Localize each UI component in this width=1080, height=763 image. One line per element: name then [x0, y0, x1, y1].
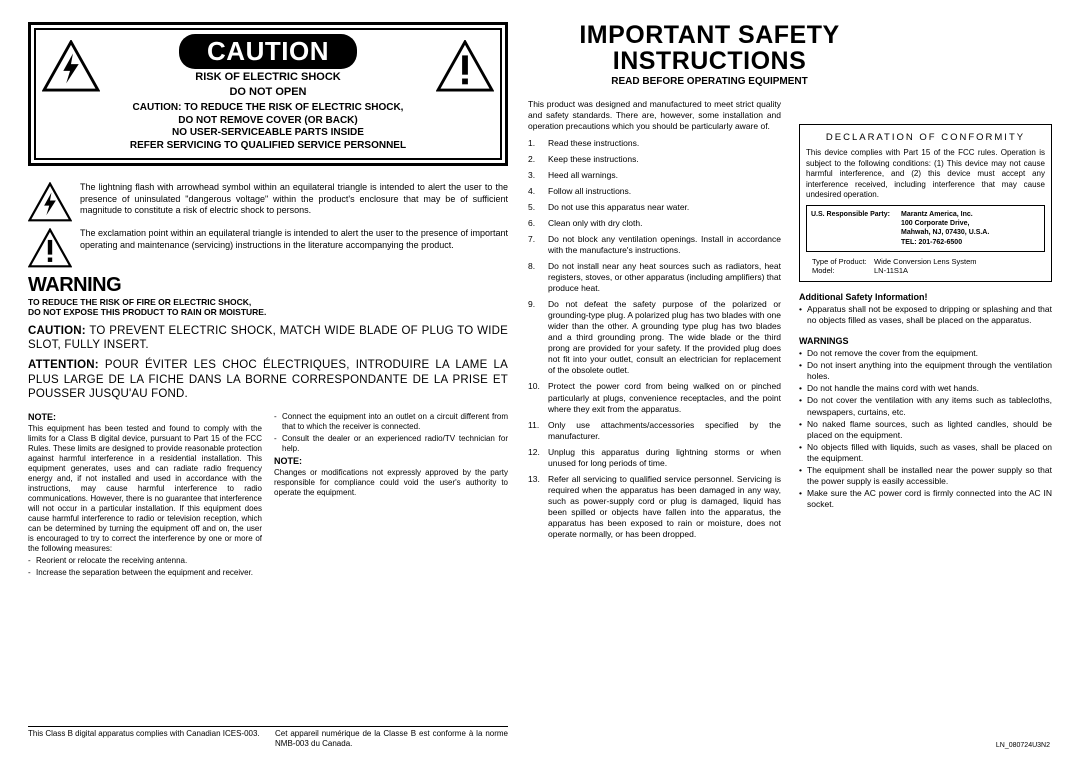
- list-item: Make sure the AC power cord is firmly co…: [799, 488, 1052, 510]
- party-label: U.S. Responsible Party:: [811, 210, 901, 246]
- note-left-h: NOTE:: [28, 412, 262, 423]
- divider: [28, 726, 508, 727]
- list-item: Apparatus shall not be exposed to drippi…: [799, 304, 1052, 326]
- list-item: Keep these instructions.: [528, 154, 781, 165]
- list-item: Increase the separation between the equi…: [28, 568, 262, 578]
- right-columns: IMPORTANT SAFETY INSTRUCTIONS READ BEFOR…: [528, 22, 1052, 749]
- declaration-box: DECLARATION OF CONFORMITY This device co…: [799, 124, 1052, 282]
- responsible-party-box: U.S. Responsible Party: Marantz America,…: [806, 205, 1045, 251]
- list-item: Only use attachments/accessories specifi…: [528, 420, 781, 442]
- list-item: No objects filled with liquids, such as …: [799, 442, 1052, 464]
- caution-body-l3: NO USER-SERVICEABLE PARTS INSIDE: [42, 127, 494, 140]
- list-item: Refer all servicing to qualified service…: [528, 474, 781, 540]
- list-item: Connect the equipment into an outlet on …: [274, 412, 508, 432]
- lightning-text: The lightning flash with arrowhead symbo…: [80, 182, 508, 222]
- additional-safety-heading: Additional Safety Information!: [799, 292, 1052, 302]
- far-column: DECLARATION OF CONFORMITY This device co…: [799, 22, 1052, 749]
- note-left-list: Reorient or relocate the receiving anten…: [28, 556, 262, 578]
- note-right: Connect the equipment into an outlet on …: [274, 410, 508, 720]
- list-item: Unplug this apparatus during lightning s…: [528, 447, 781, 469]
- party-addr2: Mahwah, NJ, 07430, U.S.A.: [901, 228, 1040, 237]
- list-item: Follow all instructions.: [528, 186, 781, 197]
- warning-sub2: DO NOT EXPOSE THIS PRODUCT TO RAIN OR MO…: [28, 307, 508, 317]
- note-columns: NOTE: This equipment has been tested and…: [28, 410, 508, 720]
- list-item: Do not defeat the safety purpose of the …: [528, 299, 781, 376]
- list-item: Do not remove the cover from the equipme…: [799, 348, 1052, 359]
- isi-intro: This product was designed and manufactur…: [528, 99, 781, 132]
- list-item: Do not use this apparatus near water.: [528, 202, 781, 213]
- party-tel: TEL: 201-762-6500: [901, 238, 1040, 247]
- list-item: Protect the power cord from being walked…: [528, 381, 781, 414]
- left-column: CAUTION RISK OF ELECTRIC SHOCK DO NOT OP…: [28, 22, 508, 749]
- declaration-heading: DECLARATION OF CONFORMITY: [806, 132, 1045, 144]
- warnings-heading: WARNINGS: [799, 336, 1052, 346]
- list-item: Do not insert anything into the equipmen…: [799, 360, 1052, 382]
- exclaim-text: The exclamation point within an equilate…: [80, 228, 508, 268]
- list-item: No naked flame sources, such as lighted …: [799, 419, 1052, 441]
- note-left-body: This equipment has been tested and found…: [28, 424, 262, 554]
- exclaim-explain: The exclamation point within an equilate…: [28, 228, 508, 268]
- list-item: Reorient or relocate the receiving anten…: [28, 556, 262, 566]
- party-addr1: 100 Corporate Drive,: [901, 219, 1040, 228]
- list-item: Consult the dealer or an experienced rad…: [274, 434, 508, 454]
- warning-heading: WARNING: [28, 274, 508, 297]
- caution-body-l1: CAUTION: TO REDUCE THE RISK OF ELECTRIC …: [42, 102, 494, 115]
- exclamation-triangle-icon: [436, 40, 494, 92]
- instruction-list: Read these instructions. Keep these inst…: [528, 138, 781, 540]
- caution-body-l4: REFER SERVICING TO QUALIFIED SERVICE PER…: [42, 140, 494, 153]
- caution-sub1: RISK OF ELECTRIC SHOCK: [106, 71, 430, 84]
- party-name: Marantz America, Inc.: [901, 210, 1040, 219]
- declaration-body: This device complies with Part 15 of the…: [806, 148, 1045, 200]
- list-item: Do not install near any heat sources suc…: [528, 261, 781, 294]
- warning-p1: CAUTION: TO PREVENT ELECTRIC SHOCK, MATC…: [28, 324, 508, 353]
- warnings-list: Do not remove the cover from the equipme…: [799, 348, 1052, 510]
- list-item: Heed all warnings.: [528, 170, 781, 181]
- exclamation-triangle-small-icon: [28, 228, 72, 268]
- type-label: Type of Product:: [812, 257, 874, 267]
- middle-column: IMPORTANT SAFETY INSTRUCTIONS READ BEFOR…: [528, 22, 781, 749]
- note-left: NOTE: This equipment has been tested and…: [28, 410, 262, 720]
- note-right-list: Connect the equipment into an outlet on …: [274, 412, 508, 454]
- additional-safety-list: Apparatus shall not be exposed to drippi…: [799, 304, 1052, 326]
- model-value: LN-11S1A: [874, 266, 908, 276]
- footer-right: Cet appareil numérique de la Classe B es…: [275, 729, 508, 749]
- list-item: Do not block any ventilation openings. I…: [528, 234, 781, 256]
- caution-box: CAUTION RISK OF ELECTRIC SHOCK DO NOT OP…: [28, 22, 508, 166]
- list-item: Do not cover the ventilation with any it…: [799, 395, 1052, 417]
- warning-p2: ATTENTION: POUR ÉVITER LES CHOC ÉLECTRIQ…: [28, 358, 508, 401]
- list-item: Clean only with dry cloth.: [528, 218, 781, 229]
- lightning-triangle-small-icon: [28, 182, 72, 222]
- doc-code: LN_080724U3N2: [996, 742, 1050, 749]
- note-right-body: Changes or modifications not expressly a…: [274, 468, 508, 498]
- list-item: The equipment shall be installed near th…: [799, 465, 1052, 487]
- caution-sub2: DO NOT OPEN: [106, 86, 430, 99]
- lightning-explain: The lightning flash with arrowhead symbo…: [28, 182, 508, 222]
- warning-sub1: TO REDUCE THE RISK OF FIRE OR ELECTRIC S…: [28, 297, 508, 307]
- caution-body-l2: DO NOT REMOVE COVER (OR BACK): [42, 115, 494, 128]
- footer-left: This Class B digital apparatus complies …: [28, 729, 261, 749]
- page-root: CAUTION RISK OF ELECTRIC SHOCK DO NOT OP…: [28, 22, 1052, 749]
- list-item: Do not handle the mains cord with wet ha…: [799, 383, 1052, 394]
- note-right-h: NOTE:: [274, 456, 508, 467]
- model-label: Model:: [812, 266, 874, 276]
- list-item: Read these instructions.: [528, 138, 781, 149]
- lightning-triangle-icon: [42, 40, 100, 92]
- footer: This Class B digital apparatus complies …: [28, 729, 508, 749]
- type-value: Wide Conversion Lens System: [874, 257, 977, 267]
- caution-title: CAUTION: [179, 34, 357, 69]
